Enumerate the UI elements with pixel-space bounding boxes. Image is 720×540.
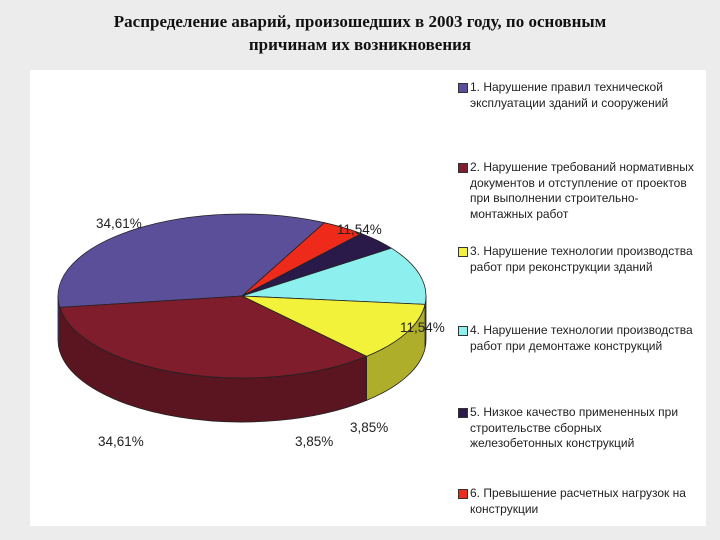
legend-label-4-line-1: 4. Нарушение технологии производства (470, 323, 693, 337)
value-label-6: 3,85% (295, 434, 333, 449)
legend-label-2-line-1: 2. Нарушение требований нормативных (470, 160, 694, 174)
legend-item-2: 2. Нарушение требований нормативных доку… (458, 160, 703, 222)
legend-label-6-line-1: 6. Превышение расчетных нагрузок на (470, 486, 686, 500)
legend-label-2-line-2: документов и отступление от проектов (470, 175, 687, 190)
value-label-1: 34,61% (98, 434, 144, 449)
legend-swatch-1 (458, 83, 468, 93)
slide-title-line-1: Распределение аварий, произошедших в 200… (113, 12, 607, 31)
value-label-5: 3,85% (350, 420, 388, 435)
legend-item-3: 3. Нарушение технологии производства раб… (458, 244, 703, 275)
legend-swatch-5 (458, 408, 468, 418)
legend-label-3-line-2: работ при реконструкции зданий (470, 259, 653, 274)
legend-label-2-line-4: монтажных работ (470, 206, 569, 221)
slide-title-line-2: причинам их возникновения (248, 35, 472, 54)
legend-label-2-line-3: при выполнении строительно- (470, 191, 639, 205)
legend-item-1: 1. Нарушение правил технической эксплуат… (458, 80, 703, 111)
legend-item-5: 5. Низкое качество примененных при строи… (458, 405, 703, 452)
legend-swatch-3 (458, 247, 468, 257)
pie-chart: 34,61% 34,61% 11,54% 11,54% 3,85% 3,85% (57, 213, 445, 449)
legend-swatch-2 (458, 163, 468, 173)
slide-title: Распределение аварий, произошедших в 200… (0, 10, 720, 56)
value-label-3: 11,54% (337, 222, 382, 237)
pie-slice-2 (59, 295, 368, 379)
legend-label-1-line-1: 1. Нарушение правил технической (470, 80, 663, 94)
legend-swatch-6 (458, 489, 468, 499)
legend-label-1-line-2: эксплуатации зданий и сооружений (470, 95, 669, 110)
legend-label-6-line-2: конструкции (470, 501, 539, 516)
pie-slice-1 (57, 213, 326, 308)
legend-label-5-line-2: строительстве сборных (470, 420, 602, 435)
legend-label-5-line-3: железобетонных конструкций (470, 436, 635, 450)
legend-label-4-line-2: работ при демонтаже конструкций (470, 338, 663, 353)
legend-item-4: 4. Нарушение технологии производства раб… (458, 323, 703, 354)
value-label-4: 11,54% (400, 320, 445, 335)
pie-slice-3 (241, 295, 426, 357)
legend-label-5-line-1: 5. Низкое качество примененных при (470, 405, 679, 419)
legend-item-6: 6. Превышение расчетных нагрузок на конс… (458, 486, 703, 517)
value-label-2: 34,61% (96, 216, 142, 231)
pie-slice-4 (241, 247, 427, 305)
legend-swatch-4 (458, 326, 468, 336)
chart-panel: 34,61% 34,61% 11,54% 11,54% 3,85% 3,85% 1. На… (30, 70, 706, 526)
legend-label-3-line-1: 3. Нарушение технологии производства (470, 244, 693, 258)
